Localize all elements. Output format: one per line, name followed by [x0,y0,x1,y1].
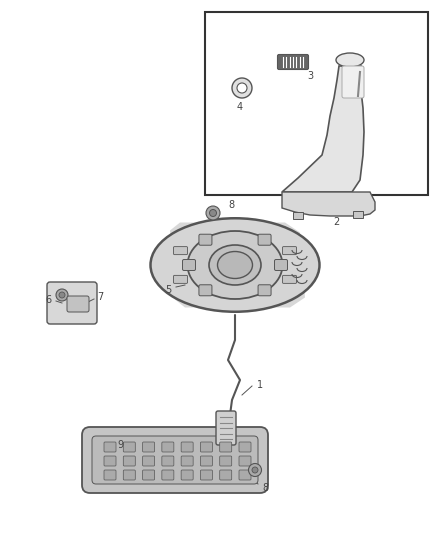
FancyBboxPatch shape [283,276,297,284]
Text: 9: 9 [117,440,123,450]
Ellipse shape [336,53,364,67]
FancyBboxPatch shape [220,456,232,466]
Text: 1: 1 [257,380,263,390]
Ellipse shape [232,78,252,98]
FancyBboxPatch shape [201,442,212,452]
FancyBboxPatch shape [258,234,271,245]
Polygon shape [282,192,375,216]
FancyBboxPatch shape [162,456,174,466]
FancyBboxPatch shape [201,456,212,466]
Bar [353,211,363,218]
FancyBboxPatch shape [123,456,135,466]
FancyBboxPatch shape [278,54,308,69]
FancyBboxPatch shape [143,470,155,480]
Ellipse shape [209,209,216,216]
FancyBboxPatch shape [47,282,97,324]
Text: 5: 5 [165,285,171,295]
FancyBboxPatch shape [181,470,193,480]
FancyBboxPatch shape [220,470,232,480]
FancyBboxPatch shape [220,442,232,452]
Ellipse shape [187,231,283,299]
Text: 8: 8 [262,483,268,493]
FancyBboxPatch shape [199,234,212,245]
Polygon shape [282,66,364,192]
Bar [205,12,428,195]
Ellipse shape [206,206,220,220]
Ellipse shape [56,289,68,301]
Ellipse shape [252,467,258,473]
Text: 7: 7 [97,292,103,302]
FancyBboxPatch shape [92,436,258,484]
FancyBboxPatch shape [143,442,155,452]
Text: 3: 3 [307,71,313,81]
Text: 8: 8 [228,200,234,210]
FancyBboxPatch shape [201,470,212,480]
FancyBboxPatch shape [104,442,116,452]
FancyBboxPatch shape [123,470,135,480]
Text: 2: 2 [333,217,339,227]
FancyBboxPatch shape [104,456,116,466]
Ellipse shape [248,464,261,477]
Polygon shape [170,222,305,308]
Text: 6: 6 [45,295,51,305]
FancyBboxPatch shape [82,427,268,493]
FancyBboxPatch shape [283,247,297,255]
FancyBboxPatch shape [342,66,364,98]
Bar [293,212,303,219]
FancyBboxPatch shape [162,470,174,480]
FancyBboxPatch shape [216,411,236,445]
FancyBboxPatch shape [181,456,193,466]
FancyBboxPatch shape [173,276,187,284]
FancyBboxPatch shape [239,456,251,466]
FancyBboxPatch shape [183,260,195,271]
FancyBboxPatch shape [162,442,174,452]
Ellipse shape [151,218,319,312]
FancyBboxPatch shape [275,260,287,271]
FancyBboxPatch shape [239,470,251,480]
FancyBboxPatch shape [181,442,193,452]
FancyBboxPatch shape [258,285,271,296]
FancyBboxPatch shape [123,442,135,452]
FancyBboxPatch shape [173,247,187,255]
Ellipse shape [218,252,252,279]
FancyBboxPatch shape [199,285,212,296]
FancyBboxPatch shape [104,470,116,480]
FancyBboxPatch shape [67,296,89,312]
Ellipse shape [237,83,247,93]
Ellipse shape [209,245,261,285]
Ellipse shape [59,292,65,298]
Text: 4: 4 [237,102,243,112]
FancyBboxPatch shape [239,442,251,452]
FancyBboxPatch shape [143,456,155,466]
